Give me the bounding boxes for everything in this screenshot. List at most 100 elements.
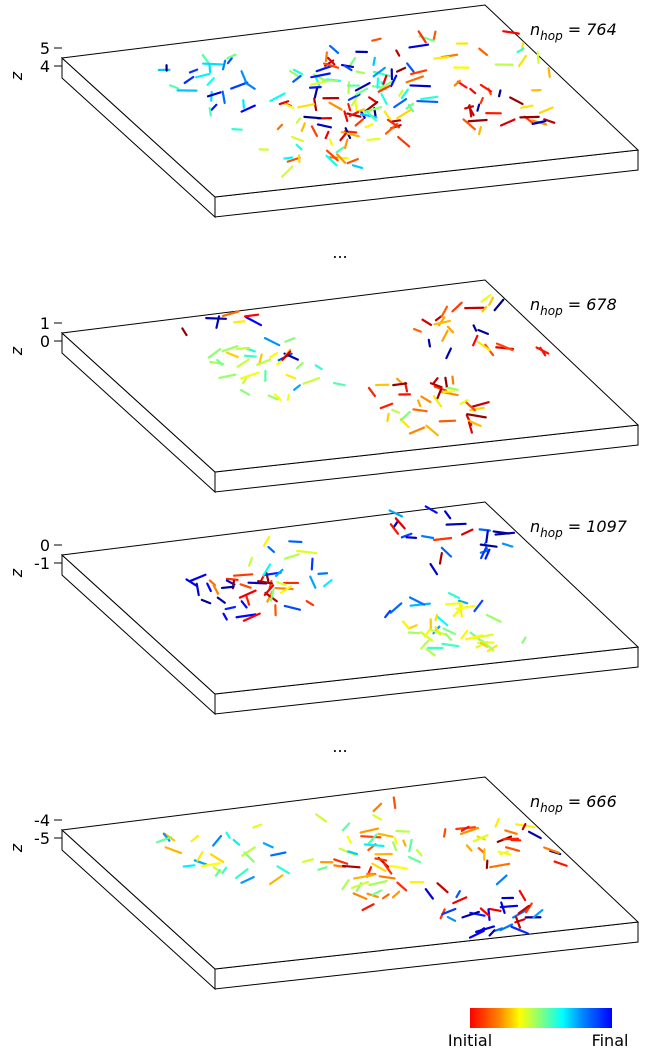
trajectory-segment bbox=[459, 398, 469, 405]
trajectory-segment bbox=[340, 63, 355, 69]
trajectory-segment bbox=[469, 406, 485, 412]
trajectory-segment bbox=[242, 99, 245, 109]
trajectory-segment bbox=[495, 874, 508, 886]
trajectory-segment bbox=[452, 896, 468, 905]
trajectory-segment bbox=[432, 377, 439, 385]
trajectory-segment bbox=[400, 532, 413, 539]
ellipsis: ... bbox=[332, 243, 347, 262]
trajectory-segment bbox=[476, 103, 481, 112]
trajectory-segment bbox=[477, 126, 482, 136]
trajectory-segment bbox=[371, 889, 383, 896]
trajectory-segment bbox=[360, 835, 382, 839]
trajectory-segment bbox=[505, 846, 521, 852]
trajectory-segment bbox=[245, 594, 251, 606]
trajectory-segment bbox=[268, 874, 284, 886]
trajectory-segment bbox=[181, 327, 188, 337]
trajectory-segment bbox=[346, 835, 352, 845]
trajectory-segment bbox=[315, 813, 328, 823]
trajectory-segment bbox=[443, 828, 447, 838]
trajectory-segment bbox=[321, 78, 339, 83]
trajectory-segment bbox=[396, 377, 403, 385]
trajectory-segment bbox=[446, 325, 455, 334]
trajectory-segment bbox=[276, 359, 284, 366]
trajectory-segment bbox=[317, 866, 328, 871]
trajectory-segment bbox=[417, 30, 427, 44]
trajectory-segment bbox=[325, 154, 338, 167]
trajectory-segment bbox=[494, 817, 500, 828]
trajectory-segment bbox=[262, 535, 271, 547]
trajectory-segment bbox=[485, 530, 489, 544]
trajectory-segment bbox=[207, 348, 222, 359]
trajectory-segment bbox=[395, 829, 411, 833]
trajectory-segment bbox=[302, 858, 315, 864]
trajectory-segment bbox=[363, 843, 385, 848]
trajectory-segment bbox=[218, 373, 237, 380]
trajectory-segment bbox=[420, 639, 430, 650]
trajectory-segment bbox=[386, 412, 390, 423]
z-tick-label: 1 bbox=[40, 314, 50, 333]
trajectory-segment bbox=[420, 95, 439, 101]
n-hop-base: n bbox=[530, 792, 540, 811]
trajectory-segment bbox=[480, 294, 492, 303]
trajectory-segment bbox=[212, 834, 223, 847]
trajectory-segment bbox=[242, 612, 261, 622]
trajectory-segment bbox=[346, 157, 359, 165]
trajectory-segment bbox=[488, 296, 495, 306]
trajectory-segment bbox=[276, 123, 284, 131]
trajectory-segment bbox=[392, 382, 408, 387]
trajectory-segment bbox=[315, 64, 334, 73]
trajectory-segment bbox=[276, 581, 287, 587]
trajectory-segment bbox=[371, 862, 387, 873]
ellipsis: ... bbox=[332, 737, 347, 756]
trajectory-segment bbox=[232, 320, 246, 324]
trajectory-segment bbox=[352, 892, 368, 900]
trajectory-segment bbox=[535, 346, 550, 355]
n-hop-base: n bbox=[530, 20, 540, 39]
trajectory-segment bbox=[201, 62, 224, 66]
n-hop-label: nhop = 678 bbox=[530, 295, 617, 318]
trajectory-segment bbox=[368, 879, 388, 887]
trajectory-segment bbox=[461, 910, 480, 919]
trajectory-segment bbox=[284, 103, 295, 109]
trajectory-segment bbox=[484, 548, 491, 560]
trajectory-segment bbox=[380, 93, 388, 105]
trajectory-segment bbox=[432, 395, 443, 408]
trajectory-segment bbox=[333, 858, 349, 865]
trajectory-segment bbox=[451, 375, 455, 385]
trajectory-segment bbox=[517, 904, 530, 915]
trajectory-segment bbox=[283, 604, 302, 611]
trajectory-segment bbox=[428, 628, 446, 636]
trajectory-segment bbox=[516, 47, 525, 54]
trajectory-segment bbox=[467, 419, 482, 427]
n-hop-sub: hop bbox=[540, 801, 563, 815]
panel: 10 z nhop = 678 bbox=[7, 279, 640, 494]
trajectory-segment bbox=[417, 399, 422, 408]
trajectory-segment bbox=[200, 862, 221, 868]
z-tick-label: 4 bbox=[40, 57, 50, 76]
trajectory-segment bbox=[206, 77, 215, 86]
trajectory-segment bbox=[412, 408, 428, 413]
trajectory-segment bbox=[208, 106, 212, 117]
trajectory-segment bbox=[214, 868, 221, 877]
trajectory-segment bbox=[464, 634, 484, 641]
trajectory-segment bbox=[288, 540, 303, 544]
trajectory-segment bbox=[372, 814, 383, 821]
trajectory-segment bbox=[194, 72, 211, 79]
trajectory-segment bbox=[310, 72, 331, 79]
trajectory-segment bbox=[224, 605, 237, 611]
trajectory-segment bbox=[452, 606, 464, 618]
z-tick-label: 0 bbox=[40, 332, 50, 351]
trajectory-segment bbox=[445, 347, 452, 360]
trajectory-segment bbox=[391, 408, 401, 414]
trajectory-segment bbox=[183, 75, 195, 85]
trajectory-segment bbox=[488, 907, 502, 913]
trajectory-segment bbox=[252, 823, 263, 829]
trajectory-segment bbox=[353, 874, 375, 880]
trajectory-segment bbox=[400, 88, 410, 100]
trajectory-segment bbox=[364, 123, 374, 129]
trajectory-segment bbox=[393, 98, 408, 109]
trajectory-segment bbox=[359, 827, 380, 834]
n-hop-label: nhop = 1097 bbox=[530, 517, 628, 540]
trajectory-segment bbox=[340, 130, 360, 138]
trajectory-segment bbox=[436, 882, 449, 894]
